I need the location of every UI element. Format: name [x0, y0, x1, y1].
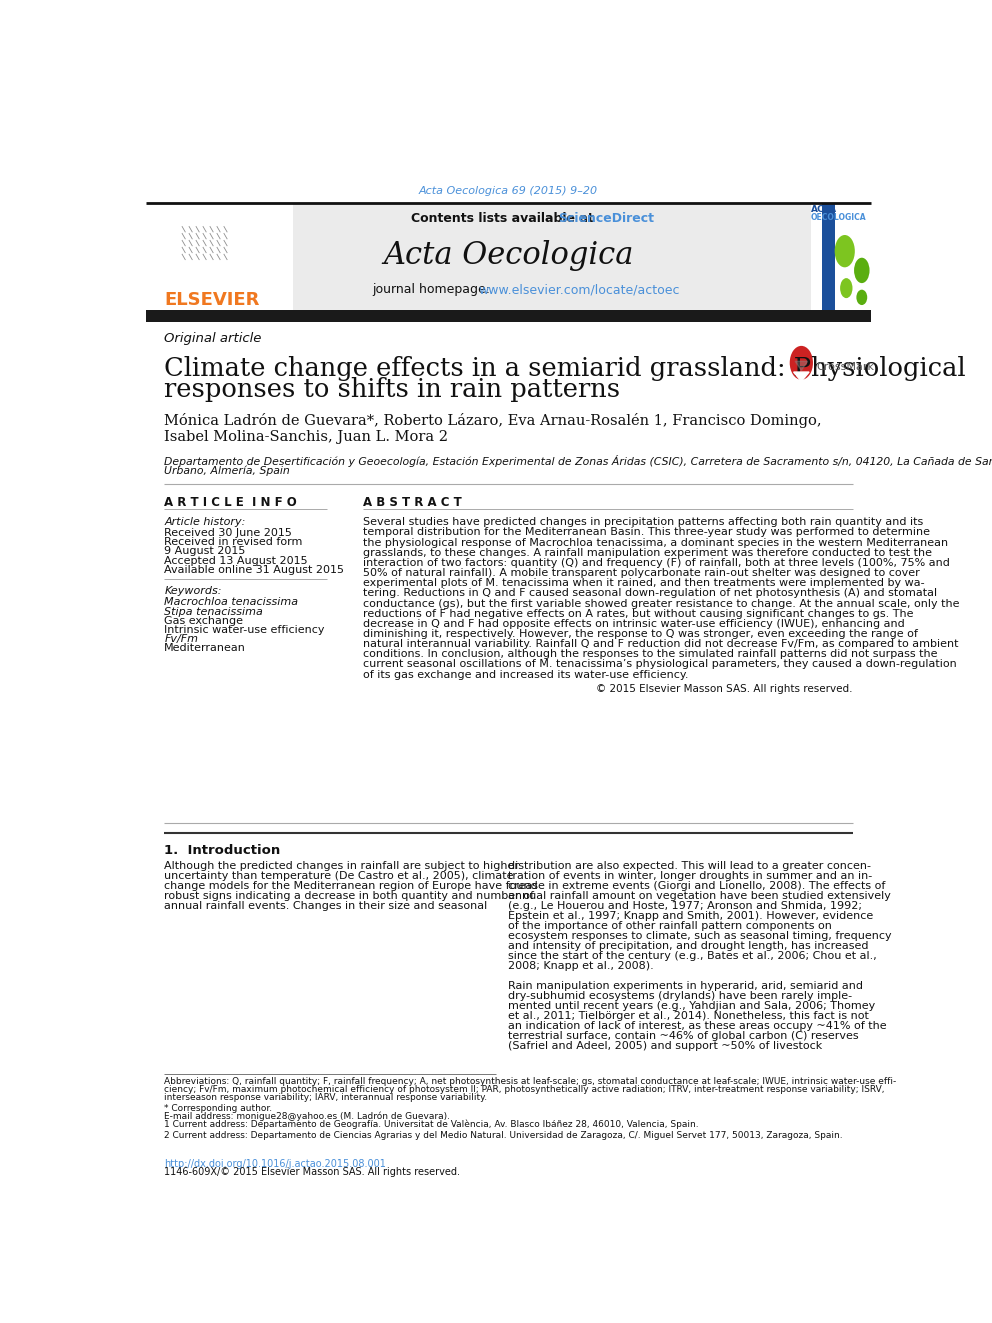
- Ellipse shape: [834, 235, 855, 267]
- FancyBboxPatch shape: [821, 204, 835, 310]
- Text: Gas exchange: Gas exchange: [165, 615, 243, 626]
- Text: ScienceDirect: ScienceDirect: [558, 212, 654, 225]
- Text: conditions. In conclusion, although the responses to the simulated rainfall patt: conditions. In conclusion, although the …: [363, 650, 937, 659]
- Text: Contents lists available at: Contents lists available at: [411, 212, 598, 225]
- Text: Received 30 June 2015: Received 30 June 2015: [165, 528, 293, 538]
- Polygon shape: [794, 372, 809, 381]
- Text: journal homepage:: journal homepage:: [372, 283, 494, 296]
- Text: A B S T R A C T: A B S T R A C T: [363, 496, 461, 508]
- Text: Abbreviations: Q, rainfall quantity; F, rainfall frequency; A, net photosynthesi: Abbreviations: Q, rainfall quantity; F, …: [165, 1077, 897, 1086]
- FancyBboxPatch shape: [146, 204, 293, 310]
- Text: of the importance of other rainfall pattern components on: of the importance of other rainfall patt…: [509, 921, 832, 930]
- FancyBboxPatch shape: [146, 204, 810, 310]
- Text: tration of events in winter, longer droughts in summer and an in-: tration of events in winter, longer drou…: [509, 871, 873, 881]
- Text: an indication of lack of interest, as these areas occupy ~41% of the: an indication of lack of interest, as th…: [509, 1021, 887, 1031]
- Text: Fv/Fm: Fv/Fm: [165, 634, 198, 644]
- Text: annual rainfall amount on vegetation have been studied extensively: annual rainfall amount on vegetation hav…: [509, 890, 891, 901]
- Text: CrossMark: CrossMark: [816, 363, 875, 373]
- Text: (Safriel and Adeel, 2005) and support ~50% of livestock: (Safriel and Adeel, 2005) and support ~5…: [509, 1041, 822, 1050]
- Text: 9 August 2015: 9 August 2015: [165, 546, 246, 557]
- Text: distribution are also expected. This will lead to a greater concen-: distribution are also expected. This wil…: [509, 861, 871, 871]
- Text: experimental plots of M. tenacissima when it rained, and then treatments were im: experimental plots of M. tenacissima whe…: [363, 578, 925, 589]
- Text: Several studies have predicted changes in precipitation patterns affecting both : Several studies have predicted changes i…: [363, 517, 923, 527]
- Text: ecosystem responses to climate, such as seasonal timing, frequency: ecosystem responses to climate, such as …: [509, 930, 892, 941]
- Text: robust signs indicating a decrease in both quantity and number of: robust signs indicating a decrease in bo…: [165, 890, 535, 901]
- Text: 50% of natural rainfall). A mobile transparent polycarbonate rain-out shelter wa: 50% of natural rainfall). A mobile trans…: [363, 568, 920, 578]
- Text: reductions of F had negative effects on A rates, but without causing significant: reductions of F had negative effects on …: [363, 609, 914, 619]
- Text: and intensity of precipitation, and drought length, has increased: and intensity of precipitation, and drou…: [509, 941, 869, 951]
- Text: Although the predicted changes in rainfall are subject to higher: Although the predicted changes in rainfa…: [165, 861, 519, 871]
- Ellipse shape: [790, 345, 813, 380]
- Text: Received in revised form: Received in revised form: [165, 537, 303, 548]
- Text: Epstein et al., 1997; Knapp and Smith, 2001). However, evidence: Epstein et al., 1997; Knapp and Smith, 2…: [509, 910, 874, 921]
- Text: Mónica Ladrón de Guevara*, Roberto Lázaro, Eva Arnau-Rosalén 1, Francisco Doming: Mónica Ladrón de Guevara*, Roberto Lázar…: [165, 413, 822, 429]
- Text: since the start of the century (e.g., Bates et al., 2006; Chou et al.,: since the start of the century (e.g., Ba…: [509, 951, 877, 960]
- Text: the physiological response of Macrochloa tenacissima, a dominant species in the : the physiological response of Macrochloa…: [363, 537, 947, 548]
- Text: Departamento de Desertificación y Geoecología, Estación Experimental de Zonas Ár: Departamento de Desertificación y Geoeco…: [165, 455, 992, 467]
- Text: http://dx.doi.org/10.1016/j.actao.2015.08.001: http://dx.doi.org/10.1016/j.actao.2015.0…: [165, 1159, 386, 1168]
- Text: responses to shifts in rain patterns: responses to shifts in rain patterns: [165, 377, 620, 402]
- Text: www.elsevier.com/locate/actoec: www.elsevier.com/locate/actoec: [479, 283, 681, 296]
- Text: Mediterranean: Mediterranean: [165, 643, 246, 654]
- Text: Original article: Original article: [165, 332, 262, 345]
- Text: Keywords:: Keywords:: [165, 586, 222, 597]
- Text: current seasonal oscillations of M. tenacissima’s physiological parameters, they: current seasonal oscillations of M. tena…: [363, 659, 956, 669]
- Text: interseason response variability; IARV, interannual response variability.: interseason response variability; IARV, …: [165, 1093, 487, 1102]
- Text: conductance (gs), but the first variable showed greater resistance to change. At: conductance (gs), but the first variable…: [363, 598, 959, 609]
- Ellipse shape: [840, 278, 852, 298]
- Text: uncertainty than temperature (De Castro et al., 2005), climate: uncertainty than temperature (De Castro …: [165, 871, 514, 881]
- Text: 1 Current address: Departamento de Geografía. Universitat de València, Av. Blasc: 1 Current address: Departamento de Geogr…: [165, 1121, 699, 1130]
- Text: E-mail address: monigue28@yahoo.es (M. Ladrón de Guevara).: E-mail address: monigue28@yahoo.es (M. L…: [165, 1111, 450, 1122]
- Text: decrease in Q and F had opposite effects on intrinsic water-use efficiency (IWUE: decrease in Q and F had opposite effects…: [363, 619, 905, 628]
- Text: mented until recent years (e.g., Yahdjian and Sala, 2006; Thomey: mented until recent years (e.g., Yahdjia…: [509, 1000, 876, 1011]
- Text: OECOLOGICA: OECOLOGICA: [810, 213, 866, 222]
- Text: (e.g., Le Houerou and Hoste, 1977; Aronson and Shmida, 1992;: (e.g., Le Houerou and Hoste, 1977; Arons…: [509, 901, 862, 910]
- FancyBboxPatch shape: [146, 310, 871, 321]
- Text: 2 Current address: Departamento de Ciencias Agrarias y del Medio Natural. Univer: 2 Current address: Departamento de Cienc…: [165, 1131, 843, 1140]
- Text: Climate change effects in a semiarid grassland: Physiological: Climate change effects in a semiarid gra…: [165, 356, 966, 381]
- Text: © 2015 Elsevier Masson SAS. All rights reserved.: © 2015 Elsevier Masson SAS. All rights r…: [596, 684, 852, 695]
- Text: 1.  Introduction: 1. Introduction: [165, 844, 281, 857]
- Polygon shape: [796, 361, 807, 370]
- Text: Intrinsic water-use efficiency: Intrinsic water-use efficiency: [165, 624, 324, 635]
- Text: Accepted 13 August 2015: Accepted 13 August 2015: [165, 556, 308, 566]
- Text: natural interannual variability. Rainfall Q and F reduction did not decrease Fv/: natural interannual variability. Rainfal…: [363, 639, 958, 650]
- Text: annual rainfall events. Changes in their size and seasonal: annual rainfall events. Changes in their…: [165, 901, 487, 910]
- Text: crease in extreme events (Giorgi and Lionello, 2008). The effects of: crease in extreme events (Giorgi and Lio…: [509, 881, 886, 890]
- Text: Article history:: Article history:: [165, 517, 246, 527]
- Text: Urbano, Almería, Spain: Urbano, Almería, Spain: [165, 466, 290, 476]
- Text: diminishing it, respectively. However, the response to Q was stronger, even exce: diminishing it, respectively. However, t…: [363, 628, 918, 639]
- Text: Rain manipulation experiments in hyperarid, arid, semiarid and: Rain manipulation experiments in hyperar…: [509, 980, 863, 991]
- Text: change models for the Mediterranean region of Europe have found: change models for the Mediterranean regi…: [165, 881, 538, 890]
- Text: Acta Oecologica 69 (2015) 9–20: Acta Oecologica 69 (2015) 9–20: [419, 187, 598, 196]
- Text: et al., 2011; Tielbörger et al., 2014). Nonetheless, this fact is not: et al., 2011; Tielbörger et al., 2014). …: [509, 1011, 869, 1021]
- Text: interaction of two factors: quantity (Q) and frequency (F) of rainfall, both at : interaction of two factors: quantity (Q)…: [363, 558, 949, 568]
- Text: terrestrial surface, contain ~46% of global carbon (C) reserves: terrestrial surface, contain ~46% of glo…: [509, 1031, 859, 1041]
- Text: * Corresponding author.: * Corresponding author.: [165, 1105, 273, 1113]
- Ellipse shape: [854, 258, 870, 283]
- Text: ELSEVIER: ELSEVIER: [164, 291, 259, 308]
- Text: Stipa tenacissima: Stipa tenacissima: [165, 606, 263, 617]
- Text: Acta Oecologica: Acta Oecologica: [383, 239, 634, 270]
- Text: Isabel Molina-Sanchis, Juan L. Mora 2: Isabel Molina-Sanchis, Juan L. Mora 2: [165, 430, 448, 445]
- Text: A R T I C L E  I N F O: A R T I C L E I N F O: [165, 496, 297, 508]
- Text: Available online 31 August 2015: Available online 31 August 2015: [165, 565, 344, 576]
- Text: ACTA: ACTA: [810, 205, 837, 214]
- Text: 2008; Knapp et al., 2008).: 2008; Knapp et al., 2008).: [509, 960, 654, 971]
- Text: of its gas exchange and increased its water-use efficiency.: of its gas exchange and increased its wa…: [363, 669, 688, 680]
- Text: ciency; Fv/Fm, maximum photochemical efficiency of photosystem II; PAR, photosyn: ciency; Fv/Fm, maximum photochemical eff…: [165, 1085, 885, 1094]
- Text: dry-subhumid ecosystems (drylands) have been rarely imple-: dry-subhumid ecosystems (drylands) have …: [509, 991, 852, 1000]
- Ellipse shape: [856, 290, 867, 306]
- Text: 1146-609X/© 2015 Elsevier Masson SAS. All rights reserved.: 1146-609X/© 2015 Elsevier Masson SAS. Al…: [165, 1167, 460, 1177]
- Text: Macrochloa tenacissima: Macrochloa tenacissima: [165, 597, 299, 607]
- Text: grasslands, to these changes. A rainfall manipulation experiment was therefore c: grasslands, to these changes. A rainfall…: [363, 548, 931, 558]
- Text: tering. Reductions in Q and F caused seasonal down-regulation of net photosynthe: tering. Reductions in Q and F caused sea…: [363, 589, 936, 598]
- Text: temporal distribution for the Mediterranean Basin. This three-year study was per: temporal distribution for the Mediterran…: [363, 528, 930, 537]
